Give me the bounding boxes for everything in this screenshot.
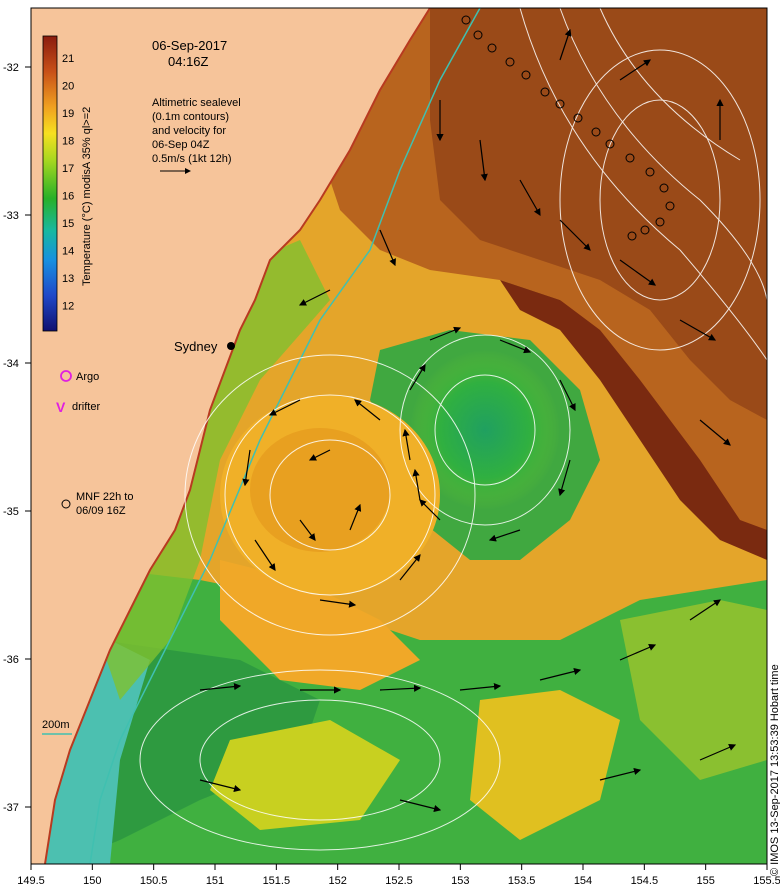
x-tick-label: 154.5 [631, 875, 659, 887]
credit: © IMOS 13-Sep-2017 13:53:39 Hobart time [769, 664, 780, 876]
velocity-arrows [199, 28, 737, 813]
sealevel-contours [139, 7, 768, 851]
colorbar-tick-label: 20 [62, 81, 74, 93]
sydney-label: Sydney [174, 339, 218, 354]
map-panel [31, 8, 767, 864]
map-date: 06-Sep-2017 [152, 38, 227, 53]
coastline [44, 7, 431, 865]
x-tick-label: 155 [696, 875, 714, 887]
argo-label: Argo [76, 371, 99, 383]
x-axis: 149.5 150 150.5 151 151.5 152 152.5 153 153.5 154… [17, 864, 780, 887]
note-line: 0.5m/s (1kt 12h) [152, 153, 231, 165]
note-line: Altimetric sealevel [152, 97, 241, 109]
altimetry-note: Altimetric sealevel (0.1m contours) and … [152, 97, 241, 174]
colorbar-tick-label: 13 [62, 273, 74, 285]
land-mass [31, 8, 430, 864]
colorbar-tick-label: 14 [62, 246, 74, 258]
isobath-label: 200m [42, 719, 70, 731]
x-tick-label: 154 [574, 875, 592, 887]
mnf-symbol [61, 499, 71, 509]
colorbar-tick-label: 15 [62, 218, 74, 230]
mnf-label-1: MNF 22h to [76, 491, 133, 503]
y-tick-label: -34 [3, 358, 19, 370]
x-tick-label: 155.5 [753, 875, 780, 887]
colorbar-tick-label: 16 [62, 191, 74, 203]
colorbar-scale [42, 35, 58, 332]
x-tick-label: 150 [83, 875, 101, 887]
colorbar-tick-label: 21 [62, 53, 74, 65]
mnf-track [461, 15, 675, 241]
colorbar-label: Temperature (°C) modisA 35% ql>=2 [81, 107, 93, 286]
x-tick-label: 150.5 [140, 875, 168, 887]
drifter-symbol: V [56, 399, 66, 415]
note-line: 06-Sep 04Z [152, 139, 210, 151]
legend: Argo V drifter MNF 22h to 06/09 16Z 200m [42, 370, 133, 735]
note-line: and velocity for [152, 125, 226, 137]
y-tick-label: -33 [3, 210, 19, 222]
x-tick-label: 151.5 [263, 875, 291, 887]
x-tick-label: 152 [328, 875, 346, 887]
colorbar: 21 20 19 18 17 16 15 14 13 12 Temperature (°C) mo… [42, 35, 93, 332]
y-tick-label: -37 [3, 802, 19, 814]
x-tick-label: 152.5 [385, 875, 413, 887]
colorbar-tick-label: 19 [62, 108, 74, 120]
x-tick-label: 153 [451, 875, 469, 887]
map-time: 04:16Z [168, 54, 209, 69]
colorbar-tick-label: 12 [62, 301, 74, 313]
y-tick-label: -32 [3, 62, 19, 74]
colorbar-tick-label: 17 [62, 163, 74, 175]
x-tick-label: 153.5 [508, 875, 536, 887]
y-axis: -32 -33 -34 -35 -36 -37 [3, 62, 31, 814]
mnf-label-2: 06/09 16Z [76, 505, 126, 517]
y-tick-label: -35 [3, 506, 19, 518]
note-line: (0.1m contours) [152, 111, 229, 123]
colorbar-tick-label: 18 [62, 136, 74, 148]
sydney-marker: Sydney [174, 339, 235, 354]
y-tick-label: -36 [3, 654, 19, 666]
x-tick-label: 149.5 [17, 875, 45, 887]
argo-symbol [60, 370, 72, 382]
x-tick-label: 151 [206, 875, 224, 887]
drifter-label: drifter [72, 401, 100, 413]
